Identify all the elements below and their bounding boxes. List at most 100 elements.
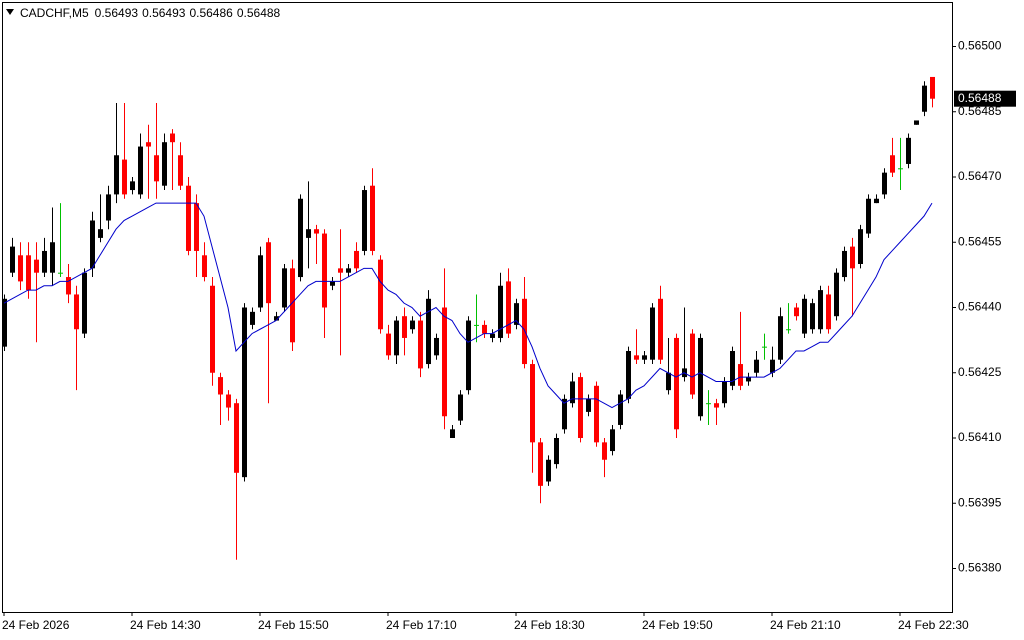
candle-body <box>666 372 671 391</box>
candle-body <box>298 198 303 278</box>
candle-body <box>538 442 543 486</box>
candle-body <box>82 272 87 334</box>
candle-body <box>18 255 23 282</box>
candle-body <box>154 155 159 182</box>
y-tick-label: 0.56425 <box>958 365 1002 379</box>
candle-body <box>866 198 871 234</box>
y-tick-label: 0.56440 <box>958 300 1002 314</box>
candle-body <box>898 168 903 170</box>
candle-body <box>786 329 791 331</box>
candle-body <box>58 272 63 274</box>
y-tick-label: 0.56500 <box>958 39 1002 53</box>
candle-body <box>730 351 735 386</box>
y-tick-label: 0.56485 <box>958 104 1002 118</box>
candle-body <box>2 298 7 347</box>
candle-body <box>330 281 335 286</box>
candle-body <box>394 320 399 356</box>
candle-body <box>546 459 551 482</box>
plot-area <box>2 76 935 560</box>
candle-body <box>930 76 935 99</box>
candle-body <box>714 403 719 408</box>
chart-header: CADCHF,M5 0.56493 0.56493 0.56486 0.56488 <box>20 6 281 20</box>
candle-body <box>458 394 463 421</box>
candle-body <box>290 268 295 343</box>
candle-body <box>650 307 655 360</box>
candle-body <box>442 307 447 417</box>
candle-body <box>586 398 591 412</box>
candle-body <box>386 333 391 356</box>
candle-body <box>498 285 503 338</box>
candle-body <box>578 377 583 438</box>
candle-body <box>114 155 119 195</box>
x-tick-label: 24 Feb 18:30 <box>514 618 585 632</box>
y-tick-label: 0.56395 <box>958 495 1002 509</box>
candle-body <box>354 250 359 269</box>
x-tick-label: 24 Feb 15:50 <box>258 618 329 632</box>
candle-body <box>778 316 783 360</box>
candle-body <box>738 364 743 386</box>
candle-body <box>378 259 383 330</box>
candle-body <box>90 220 95 269</box>
candle-body <box>850 246 855 269</box>
candle-body <box>170 133 175 143</box>
candle-body <box>306 229 311 238</box>
candle-body <box>818 290 823 330</box>
candle-body <box>474 324 479 326</box>
candle-body <box>602 442 607 460</box>
candle-body <box>426 298 431 365</box>
x-tick-label: 24 Feb 21:10 <box>770 618 841 632</box>
candle-body <box>130 181 135 191</box>
candle-body <box>506 281 511 334</box>
candle-body <box>874 198 879 204</box>
candle-body <box>138 146 143 195</box>
candle-body <box>226 394 231 408</box>
candle-body <box>66 277 71 295</box>
menu-arrow <box>6 9 14 15</box>
candle-body <box>530 364 535 443</box>
x-tick-label: 24 Feb 14:30 <box>130 618 201 632</box>
candle-body <box>698 337 703 417</box>
candle-body <box>610 429 615 452</box>
candle-body <box>810 303 815 330</box>
candle-body <box>178 155 183 186</box>
y-tick-label: 0.56410 <box>958 430 1002 444</box>
candle-body <box>434 337 439 356</box>
candle-body <box>122 159 127 195</box>
candle-body <box>890 155 895 173</box>
candle-body <box>106 194 111 221</box>
candle-body <box>514 303 519 325</box>
header-open: 0.56493 <box>95 6 139 20</box>
candle-body <box>322 233 327 308</box>
candle-body <box>762 346 767 348</box>
x-tick-label: 24 Feb 2026 <box>2 618 70 632</box>
current-price-label: 0.56488 <box>958 91 1002 105</box>
y-tick-label: 0.56470 <box>958 169 1002 183</box>
candle-body <box>450 429 455 438</box>
candle-body <box>802 298 807 334</box>
candle-body <box>98 229 103 238</box>
candle-body <box>402 316 407 338</box>
candle-body <box>314 229 319 234</box>
candle-body <box>722 381 727 404</box>
candle-body <box>626 351 631 399</box>
candle-body <box>570 381 575 404</box>
candle-body <box>674 337 679 430</box>
x-tick-label: 24 Feb 22:30 <box>898 618 969 632</box>
candle-body <box>562 398 567 430</box>
candle-body <box>218 377 223 395</box>
candle-body <box>242 307 247 478</box>
candle-body <box>746 377 751 382</box>
candle-body <box>266 242 271 304</box>
candle-body <box>618 394 623 425</box>
candle-body <box>42 250 47 273</box>
chart-title: CADCHF,M5 <box>20 6 89 20</box>
candle-body <box>362 190 367 251</box>
candle-body <box>418 320 423 369</box>
candle-body <box>826 294 831 330</box>
candle-body <box>634 355 639 360</box>
candle-body <box>26 255 31 291</box>
candle-body <box>34 259 39 273</box>
candle-body <box>202 255 207 278</box>
candle-body <box>50 242 55 273</box>
